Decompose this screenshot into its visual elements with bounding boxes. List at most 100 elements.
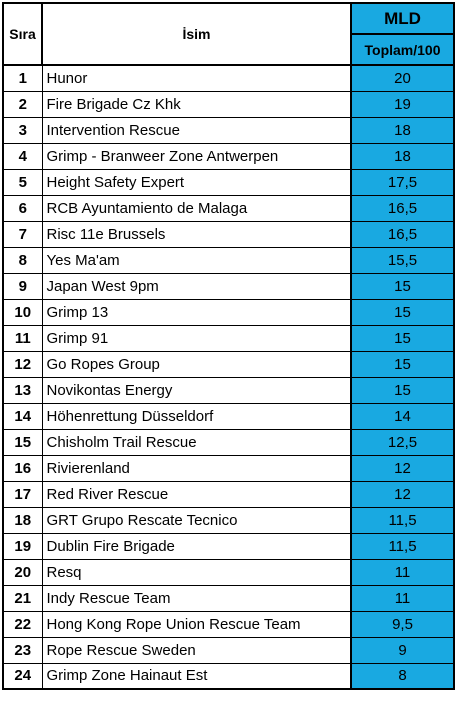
score-cell: 11 <box>350 558 455 586</box>
score-cell: 12,5 <box>350 428 455 456</box>
table-row: 16 Rivierenland 12 <box>2 454 455 482</box>
score-cell: 11,5 <box>350 506 455 534</box>
team-name-cell: RCB Ayuntamiento de Malaga <box>41 194 352 222</box>
table-row: 19 Dublin Fire Brigade 11,5 <box>2 532 455 560</box>
team-name-cell: GRT Grupo Rescate Tecnico <box>41 506 352 534</box>
team-name-cell: Grimp 13 <box>41 298 352 326</box>
score-cell: 12 <box>350 480 455 508</box>
team-name-cell: Go Ropes Group <box>41 350 352 378</box>
score-cell: 9,5 <box>350 610 455 638</box>
score-cell: 18 <box>350 116 455 144</box>
team-name-cell: Rope Rescue Sweden <box>41 636 352 664</box>
score-cell: 15 <box>350 298 455 326</box>
team-name-cell: Grimp - Branweer Zone Antwerpen <box>41 142 352 170</box>
score-cell: 15 <box>350 272 455 300</box>
rank-cell: 11 <box>2 324 43 352</box>
team-name-cell: Height Safety Expert <box>41 168 352 196</box>
rank-cell: 10 <box>2 298 43 326</box>
score-cell: 17,5 <box>350 168 455 196</box>
team-name-cell: Intervention Rescue <box>41 116 352 144</box>
rank-cell: 12 <box>2 350 43 378</box>
score-cell: 11 <box>350 584 455 612</box>
score-cell: 19 <box>350 90 455 118</box>
table-row: 7 Risc 11e Brussels 16,5 <box>2 220 455 248</box>
table-row: 17 Red River Rescue 12 <box>2 480 455 508</box>
score-cell: 20 <box>350 64 455 92</box>
table-row: 20 Resq 11 <box>2 558 455 586</box>
score-cell: 15 <box>350 350 455 378</box>
team-name-cell: Grimp Zone Hainaut Est <box>41 662 352 690</box>
table-row: 8 Yes Ma'am 15,5 <box>2 246 455 274</box>
rank-cell: 9 <box>2 272 43 300</box>
team-name-cell: Rivierenland <box>41 454 352 482</box>
table-row: 22 Hong Kong Rope Union Rescue Team 9,5 <box>2 610 455 638</box>
rank-cell: 24 <box>2 662 43 690</box>
results-table: Sıra İsim MLD Toplam/100 1 Hunor 20 2 Fire B… <box>2 2 455 690</box>
rank-cell: 18 <box>2 506 43 534</box>
score-cell: 15 <box>350 324 455 352</box>
table-row: 6 RCB Ayuntamiento de Malaga 16,5 <box>2 194 455 222</box>
team-name-cell: Chisholm Trail Rescue <box>41 428 352 456</box>
team-name-cell: Risc 11e Brussels <box>41 220 352 248</box>
score-cell: 15,5 <box>350 246 455 274</box>
table-row: 14 Höhenrettung Düsseldorf 14 <box>2 402 455 430</box>
team-name-cell: Indy Rescue Team <box>41 584 352 612</box>
group-header: MLD <box>350 2 455 35</box>
team-name-cell: Red River Rescue <box>41 480 352 508</box>
team-name-cell: Grimp 91 <box>41 324 352 352</box>
rank-cell: 23 <box>2 636 43 664</box>
score-cell: 16,5 <box>350 220 455 248</box>
rank-cell: 14 <box>2 402 43 430</box>
table-row: 13 Novikontas Energy 15 <box>2 376 455 404</box>
results-table-container: Sıra İsim MLD Toplam/100 1 Hunor 20 2 Fire B… <box>2 2 455 690</box>
team-name-cell: Resq <box>41 558 352 586</box>
table-row: 18 GRT Grupo Rescate Tecnico 11,5 <box>2 506 455 534</box>
team-name-cell: Dublin Fire Brigade <box>41 532 352 560</box>
table-row: 3 Intervention Rescue 18 <box>2 116 455 144</box>
score-cell: 9 <box>350 636 455 664</box>
rank-cell: 16 <box>2 454 43 482</box>
score-cell: 18 <box>350 142 455 170</box>
score-cell: 14 <box>350 402 455 430</box>
table-row: 15 Chisholm Trail Rescue 12,5 <box>2 428 455 456</box>
rank-cell: 7 <box>2 220 43 248</box>
table-row: 11 Grimp 91 15 <box>2 324 455 352</box>
team-name-cell: Japan West 9pm <box>41 272 352 300</box>
rank-cell: 3 <box>2 116 43 144</box>
score-column-header: Toplam/100 <box>350 33 455 66</box>
rank-cell: 17 <box>2 480 43 508</box>
table-row: 2 Fire Brigade Cz Khk 19 <box>2 90 455 118</box>
team-name-cell: Yes Ma'am <box>41 246 352 274</box>
rank-cell: 20 <box>2 558 43 586</box>
rank-cell: 5 <box>2 168 43 196</box>
score-cell: 12 <box>350 454 455 482</box>
table-row: 10 Grimp 13 15 <box>2 298 455 326</box>
rank-cell: 21 <box>2 584 43 612</box>
table-row: 23 Rope Rescue Sweden 9 <box>2 636 455 664</box>
table-row: 24 Grimp Zone Hainaut Est 8 <box>2 662 455 690</box>
rank-cell: 2 <box>2 90 43 118</box>
table-row: 9 Japan West 9pm 15 <box>2 272 455 300</box>
table-row: 12 Go Ropes Group 15 <box>2 350 455 378</box>
table-row: 21 Indy Rescue Team 11 <box>2 584 455 612</box>
table-row: 5 Height Safety Expert 17,5 <box>2 168 455 196</box>
team-name-cell: Hunor <box>41 64 352 92</box>
rank-cell: 1 <box>2 64 43 92</box>
rank-cell: 4 <box>2 142 43 170</box>
table-body: 1 Hunor 20 2 Fire Brigade Cz Khk 19 3 Intervent… <box>2 64 455 690</box>
table-row: 1 Hunor 20 <box>2 64 455 92</box>
score-cell: 16,5 <box>350 194 455 222</box>
rank-cell: 15 <box>2 428 43 456</box>
team-name-cell: Novikontas Energy <box>41 376 352 404</box>
subheader-row: Toplam/100 <box>3 33 455 66</box>
rank-cell: 13 <box>2 376 43 404</box>
team-name-cell: Hong Kong Rope Union Rescue Team <box>41 610 352 638</box>
rank-cell: 22 <box>2 610 43 638</box>
score-cell: 8 <box>350 662 455 690</box>
score-cell: 11,5 <box>350 532 455 560</box>
rank-column-header: Sıra <box>2 2 43 66</box>
team-name-cell: Fire Brigade Cz Khk <box>41 90 352 118</box>
rank-cell: 19 <box>2 532 43 560</box>
score-cell: 15 <box>350 376 455 404</box>
team-name-cell: Höhenrettung Düsseldorf <box>41 402 352 430</box>
